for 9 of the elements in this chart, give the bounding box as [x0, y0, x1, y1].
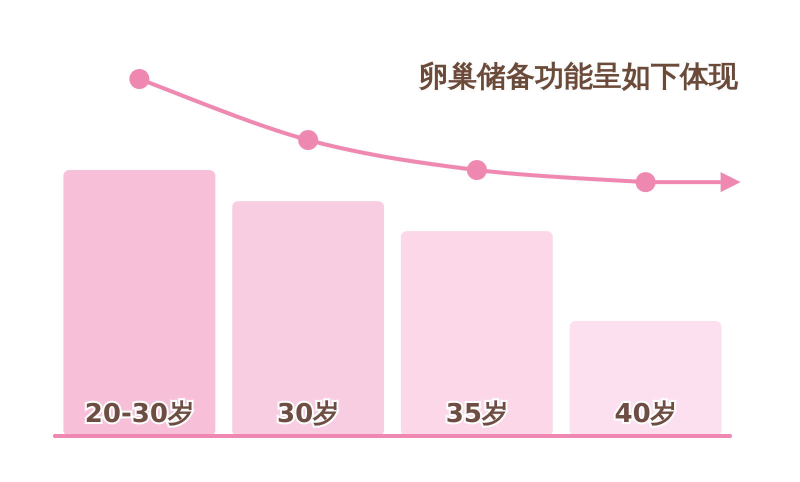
- x-tick-label: 35岁: [446, 399, 508, 429]
- point: [636, 172, 656, 192]
- x-tick-label: 30岁: [277, 399, 340, 429]
- x-tick-label: 40岁: [614, 399, 677, 429]
- point: [129, 69, 150, 89]
- x-tick-label: 20-30岁: [84, 399, 194, 429]
- point: [466, 160, 487, 180]
- chart-title: 卵巢储备功能呈如下体现: [418, 59, 739, 93]
- point: [298, 130, 318, 150]
